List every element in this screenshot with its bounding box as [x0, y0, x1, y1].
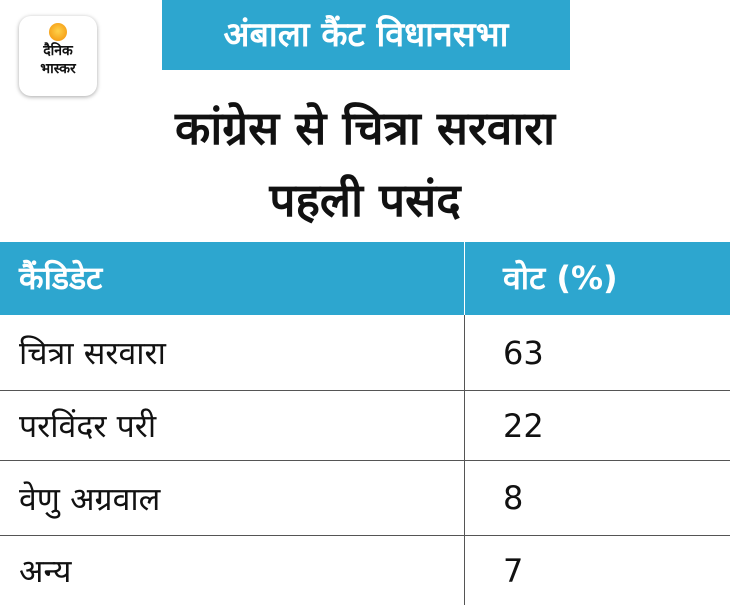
- headline-line1: कांग्रेस से चित्रा सरवारा: [175, 101, 555, 155]
- results-table: कैंडिडेट वोट (%) चित्रा सरवारा 63 परविंद…: [0, 242, 730, 605]
- candidate-name: चित्रा सरवारा: [0, 315, 465, 390]
- vote-percent: 63: [503, 333, 544, 372]
- sun-icon: [49, 23, 67, 41]
- candidate-name: परविंदर परी: [0, 391, 465, 460]
- logo-text-line1: दैनिक: [43, 43, 73, 59]
- constituency-banner: अंबाला कैंट विधानसभा: [162, 0, 570, 70]
- candidate-name: अन्य: [0, 536, 465, 605]
- table-row: चित्रा सरवारा 63: [0, 315, 730, 391]
- table-row: परविंदर परी 22: [0, 391, 730, 461]
- dainik-bhaskar-logo: दैनिक भास्कर: [19, 16, 97, 96]
- vote-percent: 8: [503, 479, 524, 517]
- headline-line2: पहली पसंद: [269, 173, 461, 227]
- column-header-vote: वोट (%): [503, 259, 618, 297]
- table-header: कैंडिडेट वोट (%): [0, 242, 730, 315]
- vote-percent: 7: [503, 551, 524, 590]
- vote-percent: 22: [503, 406, 544, 445]
- table-row: अन्य 7: [0, 536, 730, 605]
- logo-text-line2: भास्कर: [40, 61, 76, 77]
- column-header-candidate: कैंडिडेट: [0, 242, 465, 315]
- table-row: वेणु अग्रवाल 8: [0, 461, 730, 536]
- candidate-name: वेणु अग्रवाल: [0, 461, 465, 535]
